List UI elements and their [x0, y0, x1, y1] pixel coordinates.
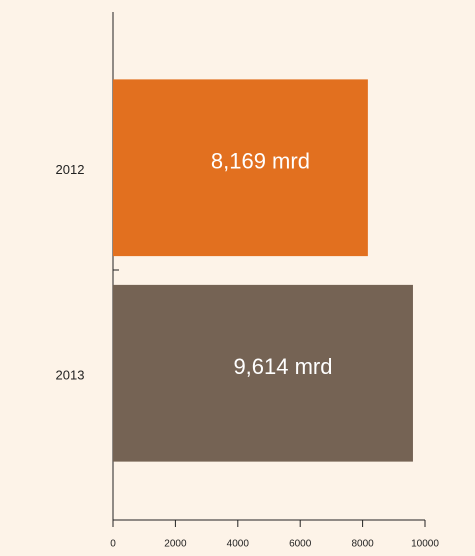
value-label: 8,169 mrd — [211, 149, 310, 174]
x-tick-label: 10000 — [411, 539, 439, 550]
bar — [113, 79, 368, 257]
x-tick-label: 6000 — [289, 539, 312, 550]
x-tick-label: 0 — [110, 539, 116, 550]
x-tick-label: 2000 — [164, 539, 187, 550]
x-tick-label: 8000 — [351, 539, 374, 550]
x-tick-label: 4000 — [227, 539, 250, 550]
bar — [113, 284, 413, 462]
y-tick-label: 2013 — [56, 368, 85, 383]
y-tick-label: 2012 — [56, 162, 85, 177]
value-label: 9,614 mrd — [233, 354, 332, 379]
